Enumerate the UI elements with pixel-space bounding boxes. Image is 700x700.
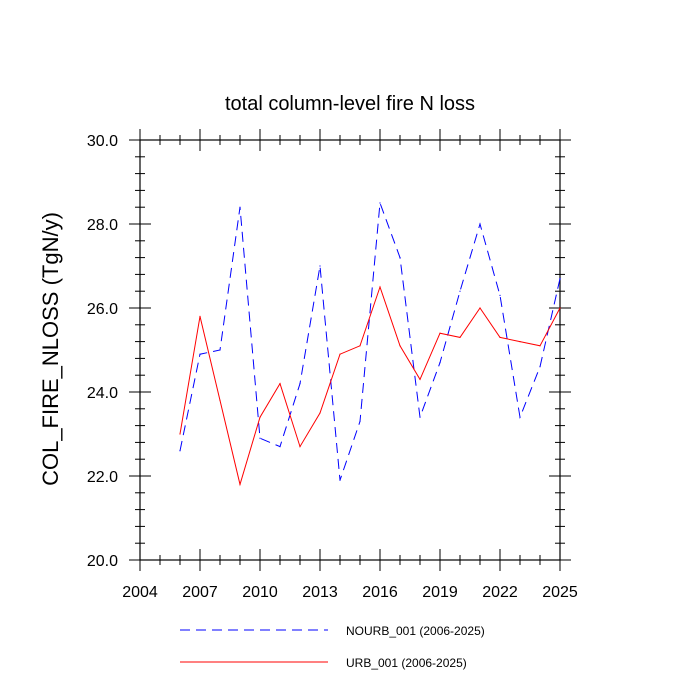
data-point — [239, 483, 241, 485]
x-tick-label: 2019 — [422, 584, 458, 601]
y-tick-label: 28.0 — [87, 217, 118, 234]
data-point — [399, 257, 401, 259]
data-point — [479, 223, 481, 225]
data-point — [339, 479, 341, 481]
y-tick-label: 24.0 — [87, 385, 118, 402]
data-point — [359, 345, 361, 347]
data-point — [519, 416, 521, 418]
series-line-urb — [179, 285, 561, 487]
data-point — [219, 399, 221, 401]
x-tick-label: 2013 — [302, 584, 338, 601]
x-tick-label: 2022 — [482, 584, 518, 601]
data-point — [439, 332, 441, 334]
data-point — [559, 307, 561, 309]
y-tick-label: 26.0 — [87, 301, 118, 318]
data-point — [479, 307, 481, 309]
y-tick-label: 20.0 — [87, 553, 118, 570]
y-axis-label: COL_FIRE_NLOSS (TgN/y) — [38, 212, 63, 486]
legend-label: URB_001 (2006-2025) — [346, 656, 467, 670]
data-point — [539, 366, 541, 368]
data-point — [259, 416, 261, 418]
data-point — [279, 383, 281, 385]
data-point — [539, 345, 541, 347]
data-point — [459, 290, 461, 292]
data-point — [419, 378, 421, 380]
x-tick-label: 2007 — [182, 584, 218, 601]
data-point — [519, 341, 521, 343]
data-point — [179, 450, 181, 452]
data-point — [239, 206, 241, 208]
legend: NOURB_001 (2006-2025) URB_001 (2006-2025) — [180, 624, 485, 670]
data-point — [499, 294, 501, 296]
data-point — [439, 362, 441, 364]
x-tick-label: 2010 — [242, 584, 278, 601]
data-point — [399, 345, 401, 347]
data-point — [259, 437, 261, 439]
data-point — [319, 412, 321, 414]
data-point — [379, 286, 381, 288]
data-point — [299, 446, 301, 448]
data-point — [459, 336, 461, 338]
axis-ticks — [129, 129, 571, 571]
chart-title: total column-level fire N loss — [225, 93, 475, 115]
y-tick-label: 22.0 — [87, 469, 118, 486]
data-point — [339, 353, 341, 355]
plot-frame — [139, 139, 561, 561]
data-point — [559, 278, 561, 280]
data-point — [219, 349, 221, 351]
data-point — [199, 353, 201, 355]
series-line-nourb — [179, 202, 561, 481]
data-point — [199, 315, 201, 317]
y-tick-label: 30.0 — [87, 133, 118, 150]
data-point — [299, 383, 301, 385]
data-point — [499, 336, 501, 338]
x-tick-label: 2025 — [542, 584, 578, 601]
data-point — [279, 446, 281, 448]
tick-labels: 2004 2007 2010 2013 2016 2019 2022 2025 20.0 22.0… — [87, 133, 578, 601]
legend-label: NOURB_001 (2006-2025) — [346, 624, 485, 638]
x-tick-label: 2004 — [122, 584, 158, 601]
x-tick-label: 2016 — [362, 584, 398, 601]
data-point — [319, 265, 321, 267]
data-point — [419, 416, 421, 418]
data-point — [359, 420, 361, 422]
data-point — [379, 202, 381, 204]
data-point — [179, 433, 181, 435]
series-lines — [179, 202, 561, 487]
